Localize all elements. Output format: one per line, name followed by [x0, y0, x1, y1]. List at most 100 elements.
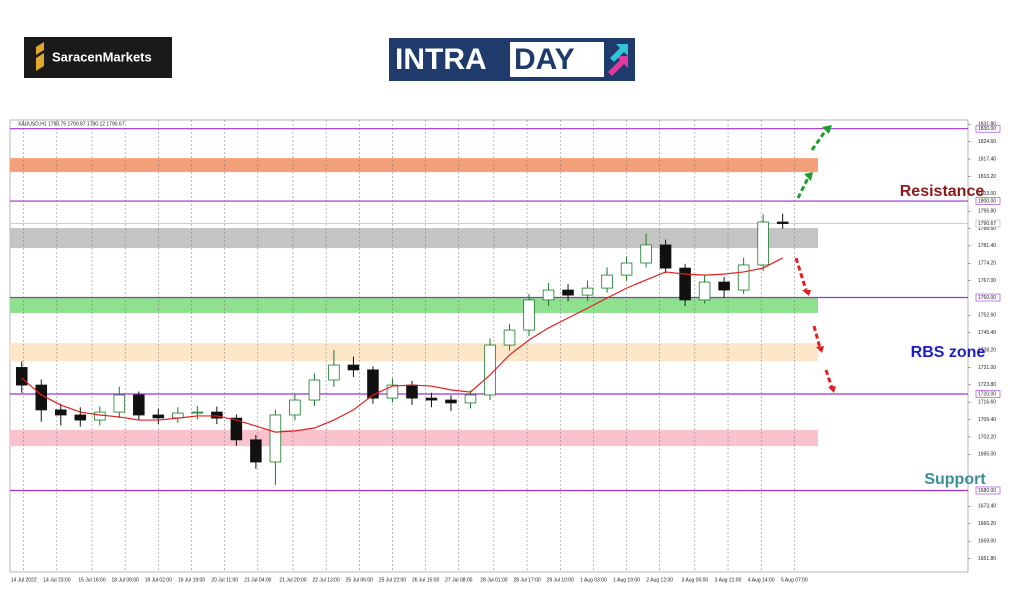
level-label: 1680.00: [978, 488, 996, 494]
x-tick-label: 19 Jul 02:00: [145, 577, 172, 583]
y-tick-label: 1709.40: [978, 417, 996, 423]
y-tick-label: 1767.00: [978, 278, 996, 284]
x-tick-label: 14 Jul 23:00: [43, 577, 70, 583]
arrows: [794, 129, 834, 389]
y-tick-label: 1803.00: [978, 191, 996, 197]
level-label: 1800.00: [978, 198, 996, 204]
y-tick-label: 1695.00: [978, 452, 996, 458]
y-tick-label: 1659.00: [978, 538, 996, 544]
x-tick-label: 18 Jul 09:00: [112, 577, 139, 583]
candle-body: [250, 439, 262, 463]
y-tick-label: 1666.20: [978, 521, 996, 527]
x-tick-label: 22 Jul 13:00: [312, 577, 339, 583]
x-tick-label: 1 Aug 03:00: [580, 577, 607, 583]
brand-name: SaracenMarkets: [52, 49, 152, 64]
candle-body: [386, 384, 399, 399]
y-tick-label: 1745.40: [978, 330, 996, 336]
candle-body: [484, 344, 496, 396]
level-tag: [975, 390, 1001, 398]
banner-right: DAY: [514, 43, 575, 76]
candle-body: [328, 364, 340, 381]
annotation: Resistance: [900, 183, 985, 200]
x-tick-label: 3 Aug 05:00: [682, 577, 709, 583]
y-tick-label: 1781.40: [978, 243, 996, 249]
candle-body: [581, 287, 594, 296]
annotation: Support: [924, 471, 986, 488]
candle-body: [776, 221, 789, 224]
x-tick-label: 26 Jul 15:00: [412, 577, 439, 583]
y-tick-label: 1752.60: [978, 313, 996, 319]
x-tick-label: 21 Jul 04:00: [244, 577, 271, 583]
candle-body: [503, 329, 516, 346]
x-tick-label: 21 Jul 20:00: [279, 577, 306, 583]
y-tick-label: 1702.20: [978, 434, 996, 440]
plot: 14 Jul 2022 14 Jul 23:00 15 Jul 16:00 18 Ju…: [10, 120, 1001, 583]
zone: [10, 297, 818, 313]
candle-body: [289, 399, 301, 416]
candle-body: [464, 394, 477, 404]
arrow-head: [802, 290, 811, 296]
y-tick-label: 1651.80: [978, 556, 996, 562]
level-label: 1720.00: [978, 391, 996, 397]
x-tick-label: 2 Aug 12:00: [646, 577, 673, 583]
banner-inner: [510, 42, 604, 77]
brand-icon: [36, 42, 44, 71]
y-tick-label: 1817.40: [978, 156, 996, 162]
level-tag: [975, 197, 1001, 205]
zone: [10, 158, 818, 173]
moving-average: [21, 257, 783, 433]
candle-body: [659, 244, 672, 269]
level-label: 1790.67: [978, 221, 996, 227]
arrow-up: [796, 177, 810, 199]
y-tick-label: 1731.00: [978, 365, 996, 371]
level-tag: [975, 124, 1001, 133]
banner-arrow: [608, 56, 628, 76]
candle-body: [679, 267, 691, 301]
x-tick-label: 29 Jul 10:00: [547, 577, 574, 583]
candle-body: [620, 262, 633, 276]
candle-body: [269, 414, 282, 463]
candle-body: [718, 281, 730, 291]
candle-body: [640, 244, 652, 264]
candle-body: [191, 411, 204, 414]
candle-body: [698, 281, 711, 301]
candle-body: [347, 364, 360, 371]
candle-body: [445, 399, 457, 404]
y-tick-label: 1824.60: [978, 139, 996, 145]
brand-box: [24, 37, 172, 78]
candle-body: [211, 411, 223, 419]
x-tick-label: 19 Jul 19:00: [178, 577, 205, 583]
candle-body: [152, 414, 165, 419]
banner-left: INTRA: [395, 43, 487, 76]
y-tick-label: 1831.80: [978, 122, 996, 128]
candle-body: [562, 289, 574, 296]
candle-body: [737, 264, 750, 291]
level-tag: [975, 219, 1001, 228]
x-tick-label: 5 Aug 07:00: [781, 577, 808, 583]
candle-body: [367, 369, 379, 399]
x-tick-label: 28 Jul 01:00: [480, 577, 507, 583]
arrow-head: [822, 125, 832, 134]
candle-body: [757, 221, 769, 266]
candle-body: [113, 394, 126, 413]
candle-body: [230, 417, 243, 441]
candle-body: [94, 411, 106, 421]
y-tick-label: 1716.60: [978, 400, 996, 406]
x-tick-label: 25 Jul 06:00: [346, 577, 373, 583]
candle-body: [15, 367, 28, 386]
candle-body: [308, 379, 321, 401]
arrow-head: [816, 346, 824, 353]
x-tick-label: 3 Aug 21:00: [715, 577, 742, 583]
zone: [10, 429, 818, 447]
y-tick-label: 1810.20: [978, 174, 996, 180]
x-tick-label: 20 Jul 11:00: [211, 577, 238, 583]
x-tick-label: 25 Jul 22:00: [379, 577, 406, 583]
x-tick-label: 1 Aug 19:00: [613, 577, 640, 583]
zone: [10, 228, 818, 249]
y-tick-label: 1738.20: [978, 347, 996, 353]
arrow-head: [828, 386, 836, 393]
zone: [10, 343, 818, 362]
x-tick-label: 14 Jul 2022: [11, 577, 37, 583]
chart-header: XAUUSD,H1 1790.79 1790.87 1790.12 1790.6…: [18, 121, 125, 127]
